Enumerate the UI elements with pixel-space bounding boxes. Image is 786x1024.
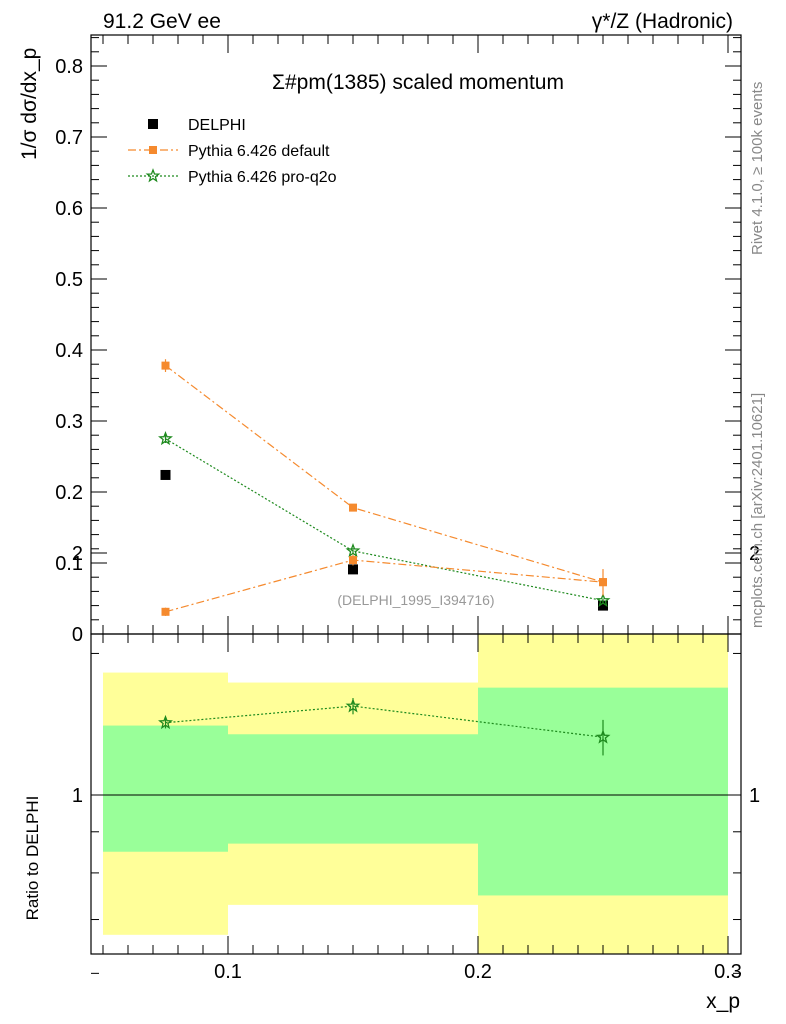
- header-right: γ*/Z (Hadronic): [592, 10, 733, 33]
- ratio-point-1-1: [345, 698, 361, 713]
- x-tick-label: 0.2: [464, 961, 492, 983]
- ratio-y-axis-label: Ratio to DELPHI: [23, 796, 42, 921]
- legend-marker-0: [148, 119, 158, 129]
- main-point-0-0: [160, 469, 171, 480]
- legend-label-0: DELPHI: [188, 117, 246, 134]
- x-axis-label: x_p: [706, 990, 740, 1013]
- ratio-point-0-0: [161, 607, 170, 616]
- data-series: [158, 359, 611, 756]
- watermark-label: (DELPHI_1995_I394716): [337, 592, 494, 608]
- main-point-0-1: [348, 564, 358, 575]
- legend-marker-2: [145, 168, 161, 183]
- ratio-plot-frame: [90, 633, 742, 955]
- main-point-2-1: [345, 543, 361, 558]
- main-point-0-2: [598, 600, 608, 611]
- legend-label-1: Pythia 6.426 default: [188, 143, 330, 160]
- main-line-1: [165, 365, 604, 583]
- main-title: Σ#pm(1385) scaled momentum: [272, 71, 564, 94]
- axes: 00.10.20.30.40.50.60.70.80.10.20.30.50.5…: [55, 34, 760, 983]
- main-point-1-1: [349, 503, 357, 512]
- ratio-point-1-0: [158, 714, 173, 730]
- y-tick-label: 0.6: [55, 198, 83, 220]
- y-axis-label: 1/σ dσ/dx_p: [18, 48, 41, 160]
- labels: 91.2 GeV ee γ*/Z (Hadronic) Σ#pm(1385) s…: [18, 10, 766, 1013]
- y-tick-label: 0.5: [55, 269, 83, 291]
- green-band-2: [478, 687, 728, 896]
- main-line-2: [165, 438, 604, 602]
- y-tick-label: 0.3: [55, 411, 83, 433]
- green-band-0: [103, 725, 228, 852]
- legend: DELPHI Pythia 6.426 default Pythia 6.426 p…: [128, 117, 337, 186]
- ratio-y-tick-label: 2: [72, 543, 83, 565]
- y-tick-label: 0: [72, 624, 83, 646]
- legend-marker-1: [149, 146, 157, 154]
- y-tick-label: 0.8: [55, 56, 83, 78]
- x-tick-label: 0.3: [714, 961, 742, 983]
- ratio-uncertainty-bands: [103, 634, 728, 954]
- ratio-point-1-2: [595, 729, 611, 744]
- ratio-point-0-1: [349, 556, 357, 565]
- legend-label-2: Pythia 6.426 pro-q2o: [188, 169, 337, 186]
- rivet-side-label: Rivet 4.1.0, ≥ 100k events: [749, 82, 766, 255]
- ratio-point-0-2: [599, 578, 607, 587]
- y-tick-label: 0.2: [55, 482, 83, 504]
- green-band-1: [228, 734, 478, 844]
- y-tick-label: 0.4: [55, 340, 83, 362]
- main-point-1-0: [161, 361, 170, 370]
- main-point-2-2: [595, 592, 611, 608]
- mcplots-side-label: mcplots.cern.ch [arXiv:2401.10621]: [749, 393, 766, 628]
- header-left: 91.2 GeV ee: [103, 10, 221, 33]
- y-tick-label: 0.7: [55, 127, 83, 149]
- ratio-y-tick-label-right: 1: [749, 785, 760, 807]
- ratio-y-tick-label-right: 2: [749, 543, 760, 565]
- y-tick-label: 0.1: [55, 553, 83, 575]
- x-tick-label: 0.1: [214, 961, 242, 983]
- ratio-y-tick-label: 1: [72, 785, 83, 807]
- main-point-2-0: [158, 430, 173, 446]
